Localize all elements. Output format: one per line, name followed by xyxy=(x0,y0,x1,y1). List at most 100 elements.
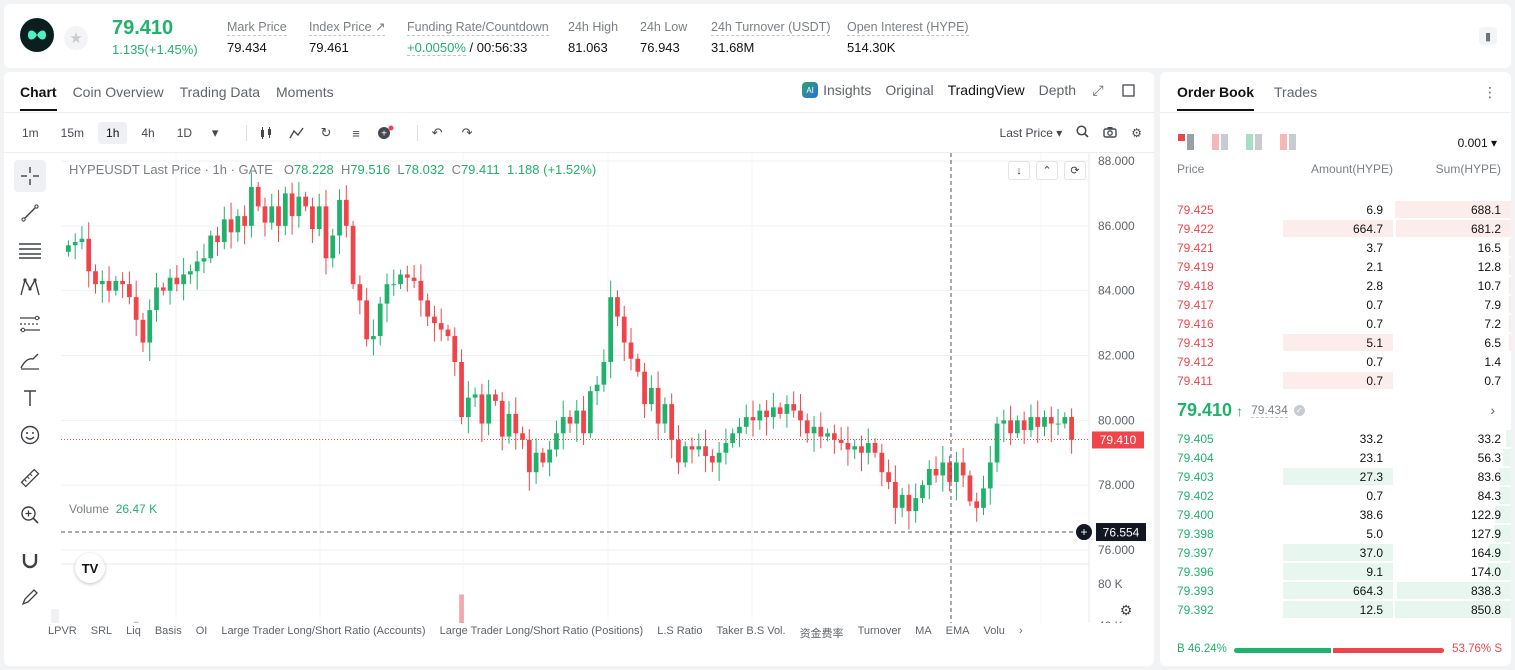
price-chart[interactable]: 88.000 86.000 84.000 82.000 80.000 78.000 76.0… xyxy=(4,153,1154,623)
stat-mark-price[interactable]: Mark Price 79.434 xyxy=(227,20,287,55)
indicator-12[interactable]: EMA xyxy=(945,625,970,637)
bid-row[interactable]: 79.398 5.0 127.9 xyxy=(1160,524,1511,543)
pattern-tool-icon[interactable] xyxy=(14,271,46,303)
trend-line-tool-icon[interactable] xyxy=(14,197,46,229)
ask-row[interactable]: 79.422 664.7 681.2 xyxy=(1160,219,1511,238)
add-indicator-icon[interactable]: + xyxy=(377,124,395,142)
bid-row[interactable]: 79.400 38.6 122.9 xyxy=(1160,505,1511,524)
caret-down-icon[interactable]: ▾ xyxy=(211,125,219,140)
mid-mark-price[interactable]: 79.434 xyxy=(1251,403,1288,418)
search-icon[interactable] xyxy=(1076,125,1089,141)
candle xyxy=(859,446,864,453)
indicator-4[interactable]: OI xyxy=(195,625,208,637)
bid-row[interactable]: 79.402 0.7 84.3 xyxy=(1160,486,1511,505)
precision-select[interactable]: 0.001 ▾ xyxy=(1457,136,1497,150)
indicator-3[interactable]: Basis xyxy=(154,625,182,637)
stat-24h-turnover[interactable]: 24h Turnover (USDT) 31.68M xyxy=(711,20,831,55)
emoji-tool-icon[interactable] xyxy=(14,419,46,451)
axis-settings-icon[interactable]: ⚙ xyxy=(1119,601,1133,618)
brush-tool-icon[interactable] xyxy=(14,345,46,377)
book-icon[interactable]: ▮ xyxy=(1479,27,1497,45)
ruler-tool-icon[interactable] xyxy=(14,462,46,494)
text-tool-icon[interactable] xyxy=(14,382,46,414)
indicator-10[interactable]: Turnover xyxy=(857,625,902,637)
y-tick-label: 80.000 xyxy=(1098,413,1135,427)
collapse-icon[interactable]: ⌃ xyxy=(1036,161,1058,180)
replay-icon[interactable]: ↻ xyxy=(320,125,332,140)
ask-row[interactable]: 79.419 2.1 12.8 xyxy=(1160,257,1511,276)
fib-tool-icon[interactable] xyxy=(14,308,46,340)
indicator-1[interactable]: SRL xyxy=(90,625,113,637)
interval-1h[interactable]: 1h xyxy=(98,122,128,144)
bid-row[interactable]: 79.397 37.0 164.9 xyxy=(1160,543,1511,562)
zoom-in-icon[interactable] xyxy=(14,499,46,531)
camera-icon[interactable] xyxy=(1103,126,1117,141)
view-asks-only-icon[interactable] xyxy=(1280,134,1296,150)
stat-index-price[interactable]: Index Price ↗ 79.461 xyxy=(309,20,386,55)
chevron-right-icon[interactable]: › xyxy=(1018,625,1023,637)
interval-1m[interactable]: 1m xyxy=(22,126,39,140)
bid-row[interactable]: 79.404 23.1 56.3 xyxy=(1160,448,1511,467)
template-icon[interactable]: ≡ xyxy=(352,125,360,141)
ask-row[interactable]: 79.418 2.8 10.7 xyxy=(1160,276,1511,295)
view-both-icon[interactable] xyxy=(1178,134,1194,150)
stat-funding-rate[interactable]: Funding Rate/Countdown +0.0050% / 00:56:… xyxy=(407,20,549,56)
bid-row[interactable]: 79.393 664.3 838.3 xyxy=(1160,581,1511,600)
undo-icon[interactable]: ↶ xyxy=(431,125,443,140)
interval-1d[interactable]: 1D xyxy=(176,126,193,140)
bid-row[interactable]: 79.396 9.1 174.0 xyxy=(1160,562,1511,581)
indicator-5[interactable]: Large Trader Long/Short Ratio (Accounts) xyxy=(221,625,426,637)
magnet-icon[interactable] xyxy=(14,544,46,576)
view-asks-icon[interactable] xyxy=(1212,134,1228,150)
candle-type-icon[interactable] xyxy=(257,124,275,142)
tab-depth[interactable]: Depth xyxy=(1038,82,1076,98)
crosshair-tool-icon[interactable] xyxy=(14,160,46,192)
window-icon[interactable] xyxy=(1120,82,1136,98)
stat-open-interest[interactable]: Open Interest (HYPE) 514.30K xyxy=(847,20,969,55)
indicator-2[interactable]: Liq xyxy=(126,625,141,637)
indicator-9[interactable]: 资金费率 xyxy=(799,628,844,640)
indicator-13[interactable]: Volu xyxy=(983,625,1005,637)
replay-icon[interactable]: ⟳ xyxy=(1064,161,1086,180)
tab-tradingview[interactable]: TradingView xyxy=(947,82,1025,98)
tab-trading-data[interactable]: Trading Data xyxy=(179,84,261,100)
expand-icon[interactable]: ⤢ xyxy=(1092,81,1104,98)
indicator-8[interactable]: Taker B.S Vol. xyxy=(716,625,786,637)
indicator-11[interactable]: MA xyxy=(915,625,932,637)
price-type-select[interactable]: Last Price ▾ xyxy=(999,126,1063,140)
tradingview-logo[interactable]: TV xyxy=(75,553,105,583)
chevron-right-icon[interactable]: › xyxy=(1490,402,1495,418)
bid-row[interactable]: 79.405 33.2 33.2 xyxy=(1160,429,1511,448)
interval-4h[interactable]: 4h xyxy=(141,126,155,140)
indicators-icon[interactable] xyxy=(287,124,305,142)
ask-row[interactable]: 79.411 0.7 0.7 xyxy=(1160,371,1511,390)
pencil-lock-icon[interactable] xyxy=(14,581,46,613)
tab-chart[interactable]: Chart xyxy=(20,84,57,111)
tab-original[interactable]: Original xyxy=(885,82,934,98)
scroll-down-icon[interactable]: ↓ xyxy=(1008,161,1030,180)
insights-button[interactable]: AI Insights xyxy=(802,82,871,98)
horizontal-lines-tool-icon[interactable] xyxy=(14,234,46,266)
ask-row[interactable]: 79.425 6.9 688.1 xyxy=(1160,200,1511,219)
tab-moments[interactable]: Moments xyxy=(276,84,334,100)
more-icon[interactable]: ⋮ xyxy=(1483,84,1497,100)
ask-row[interactable]: 79.413 5.1 6.5 xyxy=(1160,333,1511,352)
tab-order-book[interactable]: Order Book xyxy=(1177,84,1255,111)
indicator-0[interactable]: LPVR xyxy=(48,625,77,637)
favorite-star-icon[interactable]: ★ xyxy=(64,26,88,50)
indicator-7[interactable]: L.S Ratio xyxy=(657,625,703,637)
ask-row[interactable]: 79.421 3.7 16.5 xyxy=(1160,238,1511,257)
ask-row[interactable]: 79.417 0.7 7.9 xyxy=(1160,295,1511,314)
bid-row[interactable]: 79.403 27.3 83.6 xyxy=(1160,467,1511,486)
indicator-6[interactable]: Large Trader Long/Short Ratio (Positions… xyxy=(439,625,644,637)
candle xyxy=(425,300,431,317)
settings-gear-icon[interactable]: ⚙ xyxy=(1131,126,1142,140)
bid-row[interactable]: 79.392 12.5 850.8 xyxy=(1160,600,1511,619)
interval-15m[interactable]: 15m xyxy=(60,126,85,140)
view-bids-icon[interactable] xyxy=(1246,134,1262,150)
ask-row[interactable]: 79.416 0.7 7.2 xyxy=(1160,314,1511,333)
redo-icon[interactable]: ↷ xyxy=(461,125,473,140)
tab-coin-overview[interactable]: Coin Overview xyxy=(72,84,164,100)
tab-trades[interactable]: Trades xyxy=(1274,84,1318,100)
ask-row[interactable]: 79.412 0.7 1.4 xyxy=(1160,352,1511,371)
